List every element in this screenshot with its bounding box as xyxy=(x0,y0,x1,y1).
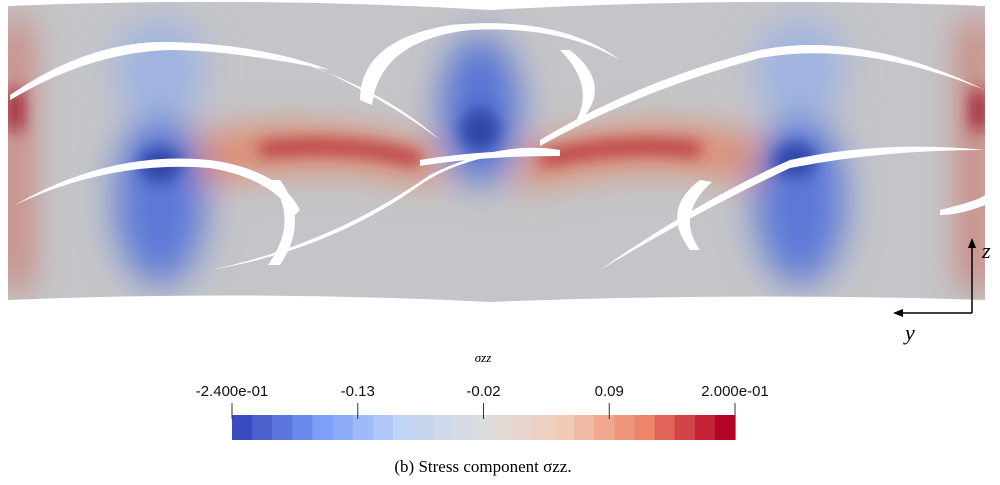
tick-label: 0.09 xyxy=(595,383,624,400)
colorbar-segment xyxy=(513,415,535,440)
caption: (b) Stress component σzz. xyxy=(394,457,571,476)
colorbar-segment xyxy=(694,415,716,440)
colorbar-segment xyxy=(332,415,354,440)
tick-label: -2.400e-01 xyxy=(196,383,269,400)
colorbar-segment xyxy=(574,415,595,440)
axes-triad xyxy=(893,238,976,317)
colorbar-segment xyxy=(252,415,273,440)
colorbar-segment xyxy=(714,415,736,440)
colorbar-segment xyxy=(634,415,656,440)
colorbar-segment xyxy=(674,415,696,440)
colorbar-segment xyxy=(392,415,414,440)
colorbar-segment xyxy=(312,415,334,440)
colorbar-segment xyxy=(473,415,495,440)
gaps xyxy=(10,23,985,270)
colorbar-segment xyxy=(533,415,555,440)
colorbar-title: σzz xyxy=(475,350,492,365)
tick-label: -0.13 xyxy=(341,383,375,400)
colorbar-segment xyxy=(372,415,394,440)
colorbar-segment xyxy=(654,415,676,440)
colorbar-segment xyxy=(232,415,253,440)
stress-field xyxy=(8,1,985,302)
colorbar-segment xyxy=(292,415,314,440)
tick-label: 2.000e-01 xyxy=(701,383,769,400)
colorbar-segment xyxy=(453,415,475,440)
colorbar-segment xyxy=(433,415,454,440)
colorbar-segment xyxy=(493,415,515,440)
colorbar-segment xyxy=(352,415,374,440)
colorbar: -2.400e-01 -0.13 -0.02 0.09 2.000e-01 xyxy=(196,383,769,440)
axis-label-y: y xyxy=(903,320,915,345)
axis-label-z: z xyxy=(981,238,991,263)
colorbar-segment xyxy=(272,415,293,440)
colorbar-segment xyxy=(553,415,575,440)
tick-label: -0.02 xyxy=(466,383,500,400)
colorbar-segment xyxy=(614,415,635,440)
colorbar-segment xyxy=(413,415,434,440)
colorbar-segment xyxy=(594,415,615,440)
